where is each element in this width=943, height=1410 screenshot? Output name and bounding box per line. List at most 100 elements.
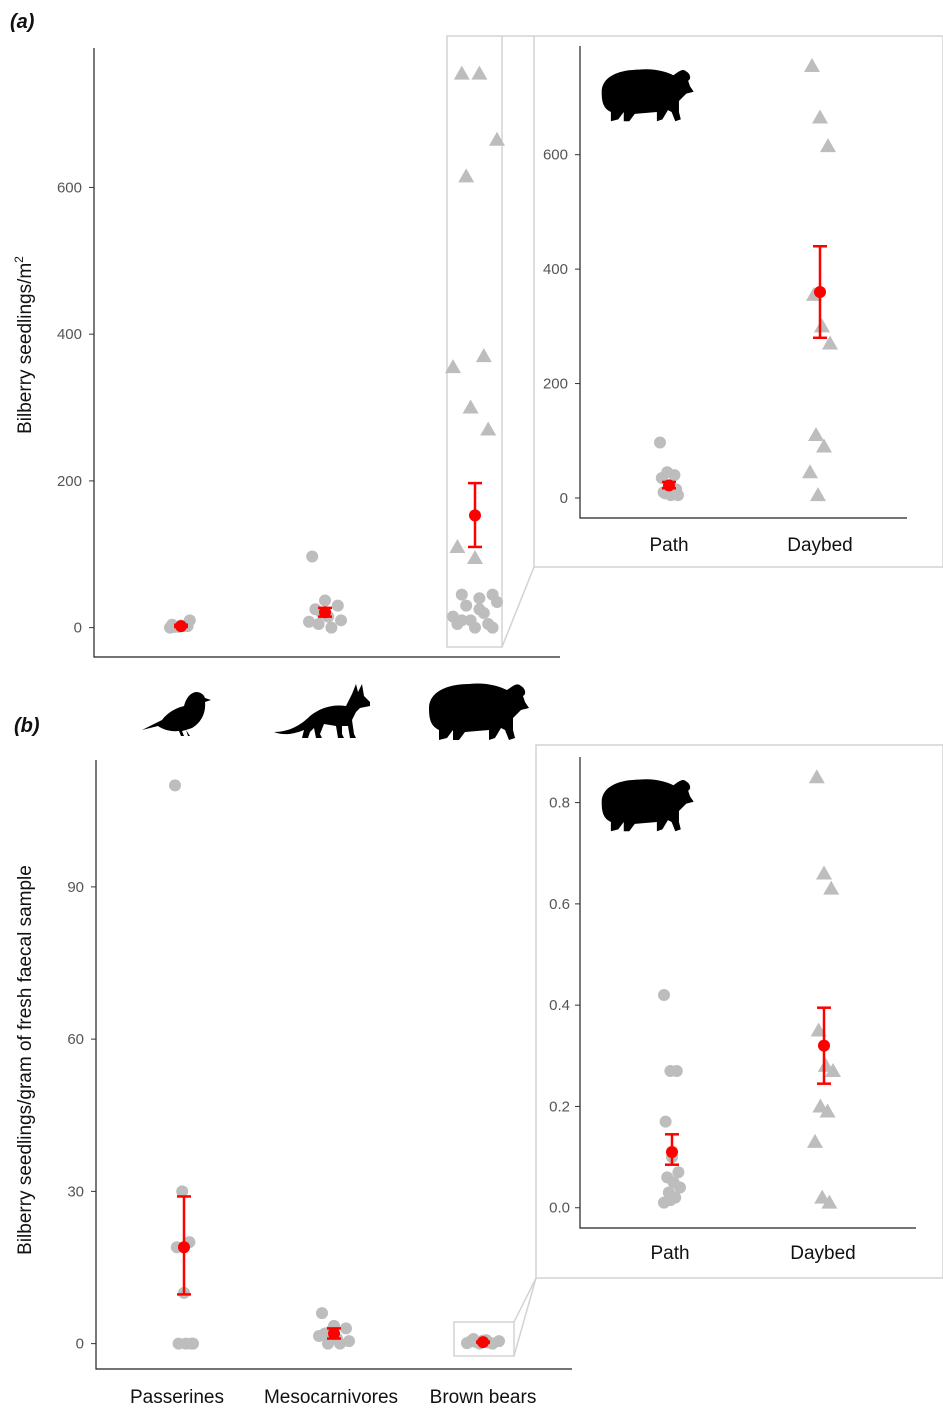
data-point-triangle <box>489 131 505 146</box>
zoom-connector-a-bottom <box>501 566 535 648</box>
axis-b-inset <box>579 757 916 1229</box>
data-point-triangle <box>453 65 470 80</box>
y-tick-label: 30 <box>67 1183 84 1200</box>
data-point-triangle <box>458 168 475 183</box>
data-point-triangle <box>819 1103 836 1118</box>
bear-silhouette-icon-inset-b <box>601 779 694 832</box>
data-point <box>340 1322 352 1335</box>
data-point-triangle <box>467 549 483 564</box>
y-tick-label: 0 <box>76 1336 84 1353</box>
data-point-triangle <box>802 464 818 479</box>
x-tick-brown-bears: Brown bears <box>430 1387 537 1408</box>
data-point-triangle <box>808 427 824 442</box>
x-tick-mesocarnivores: Mesocarnivores <box>264 1387 398 1408</box>
data-point <box>659 1115 672 1128</box>
y-tick-label: 0.4 <box>549 997 570 1014</box>
data-point <box>460 599 473 612</box>
data-point <box>303 615 315 628</box>
data-point-triangle <box>471 65 488 80</box>
x-tick-daybed-a: Daybed <box>787 535 853 556</box>
data-point-triangle <box>823 880 840 895</box>
data-point-triangle <box>807 1133 823 1148</box>
data-point <box>455 588 468 601</box>
data-point <box>654 436 666 449</box>
y-axis-title-b: Bilberry seedlings/gram of fresh faecal … <box>15 865 36 1255</box>
y-tick-label: 200 <box>57 473 82 490</box>
y-tick-label: 60 <box>67 1031 84 1048</box>
data-point-triangle <box>812 109 828 124</box>
data-point <box>319 594 331 607</box>
y-tick-label: 600 <box>543 147 568 164</box>
y-tick-label: 0.2 <box>549 1098 570 1115</box>
axis-b-main <box>95 760 572 1370</box>
y-tick-label: 0.6 <box>549 896 570 913</box>
data-point-triangle <box>814 1189 831 1204</box>
x-tick-daybed-b: Daybed <box>790 1243 856 1264</box>
data-point-triangle <box>810 487 826 502</box>
zoom-box-b-source <box>453 1321 515 1357</box>
data-point <box>331 599 344 612</box>
mean-point <box>328 1327 340 1340</box>
y-axis-title-a-text: Bilberry seedlings/m <box>15 263 36 434</box>
data-point <box>325 621 338 634</box>
zoom-box-b-inset <box>535 744 943 1279</box>
data-point-triangle <box>814 318 830 333</box>
data-point-triangle <box>480 421 497 436</box>
data-point-triangle <box>804 58 820 73</box>
zoom-box-a-source <box>446 35 503 648</box>
data-point-triangle <box>810 1022 827 1037</box>
data-point-triangle <box>825 1063 841 1077</box>
data-point <box>473 603 486 616</box>
data-point <box>455 614 468 627</box>
mean-point <box>666 1146 678 1159</box>
mean-point <box>469 509 481 522</box>
data-point <box>491 595 503 608</box>
data-point <box>674 1181 686 1194</box>
data-point <box>664 1194 677 1207</box>
mean-point <box>814 286 826 299</box>
zoom-boxes <box>446 35 943 1357</box>
data-point <box>187 1337 199 1350</box>
plot-b-inset: 0.0 0.2 0.4 0.6 0.8 <box>549 769 841 1217</box>
data-point-triangle <box>462 399 479 414</box>
plot-b-main: 0 30 60 90 <box>67 779 505 1353</box>
mean-point <box>178 1241 190 1254</box>
y-tick-label: 0.8 <box>549 795 570 812</box>
data-point-triangle <box>816 865 832 880</box>
data-point-triangle <box>808 769 825 784</box>
data-point <box>343 1335 355 1348</box>
bird-silhouette-icon <box>142 692 211 736</box>
data-point <box>316 1307 328 1320</box>
axis-a-inset <box>579 46 907 519</box>
y-tick-label: 90 <box>67 879 84 896</box>
data-point <box>464 1335 477 1348</box>
data-point-triangle <box>821 1194 838 1209</box>
y-tick-label: 0 <box>560 490 568 507</box>
data-point <box>176 1185 189 1198</box>
y-tick-label: 0.0 <box>549 1200 570 1217</box>
data-point-triangle <box>449 538 466 553</box>
axes <box>93 46 916 1370</box>
x-tick-passerines: Passerines <box>130 1387 224 1408</box>
plot-a-main: 0 200 400 600 <box>57 65 505 637</box>
fox-silhouette-icon <box>274 684 370 738</box>
data-point <box>169 779 181 792</box>
data-point <box>473 592 486 605</box>
axis-a-main <box>93 48 560 658</box>
y-tick-label: 200 <box>543 376 568 393</box>
bear-silhouette-icon <box>429 683 529 740</box>
data-point-triangle <box>475 348 492 363</box>
zoom-connector-b-top <box>513 1277 537 1323</box>
mean-point <box>477 1336 489 1349</box>
data-point <box>469 621 481 634</box>
data-point-triangle <box>822 335 838 350</box>
data-point <box>486 621 499 634</box>
data-point <box>334 1337 346 1350</box>
mean-point <box>663 479 675 492</box>
data-point <box>312 617 325 630</box>
y-tick-label: 0 <box>74 620 82 637</box>
data-point <box>335 614 347 627</box>
data-point <box>306 550 319 563</box>
data-point <box>658 989 670 1002</box>
